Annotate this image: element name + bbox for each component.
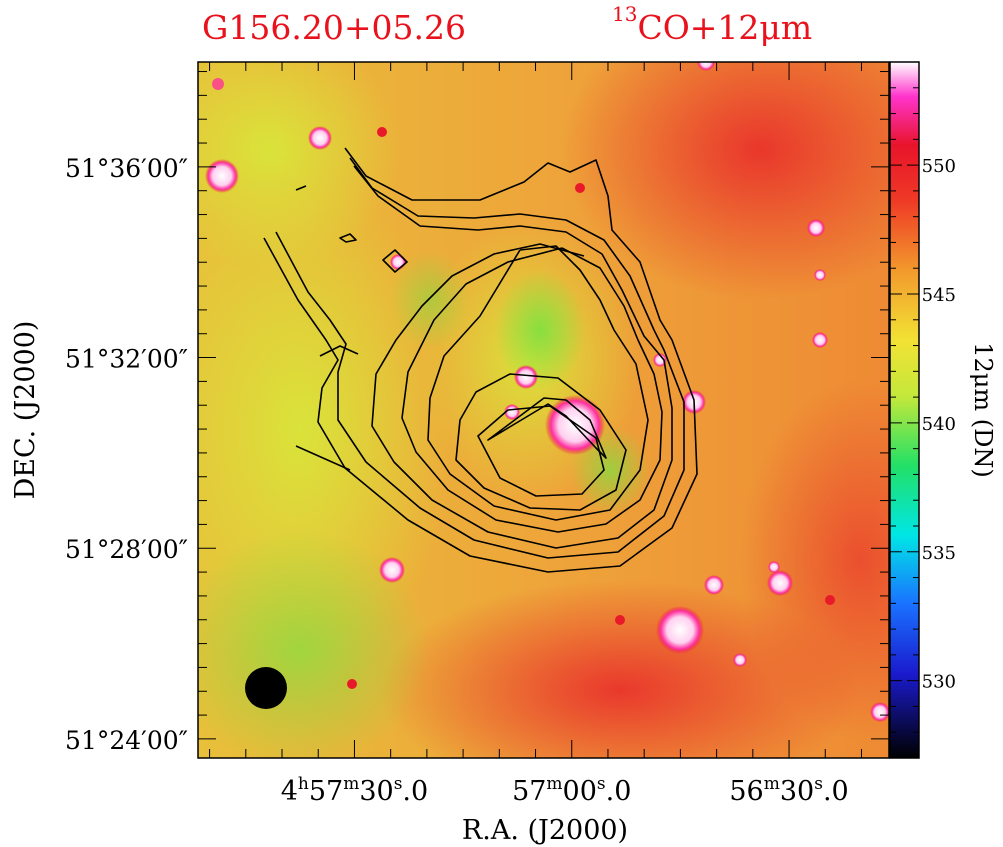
y-tick-label: 51°36′00″	[65, 154, 188, 183]
plot-ticks	[198, 62, 889, 758]
y-tick-label: 51°32′00″	[65, 345, 188, 374]
contour-stub-2	[319, 345, 359, 357]
contour-stub-1	[295, 185, 307, 191]
colorbar-label: 12μm (DN)	[969, 342, 997, 478]
x-tick-label: 4h57m30s.0	[281, 774, 428, 807]
x-tick-value: .0	[823, 776, 849, 807]
colorbar-frame	[889, 61, 920, 759]
x-axis-label: R.A. (J2000)	[462, 815, 628, 846]
contour-blob-2	[382, 249, 408, 273]
intensity-map	[198, 62, 889, 758]
title-right-main: CO+12μm	[637, 8, 813, 47]
contour-level-4	[401, 247, 663, 533]
contour-peak-1	[295, 445, 351, 471]
colorbar-tick-label: 550	[922, 156, 956, 177]
colorbar-tick-label: 540	[922, 414, 956, 435]
y-tick-label: 51°24′00″	[65, 726, 188, 755]
x-tick-labels: 4h57m30s.0 57m00s.0 56m30s.0	[281, 774, 849, 807]
contour-level-3	[353, 165, 673, 549]
x-tick-unit: s	[597, 774, 606, 794]
contour-blob-1	[339, 233, 357, 243]
x-tick-value: 30	[359, 776, 393, 807]
x-tick-value: 00	[563, 776, 597, 807]
x-tick-unit: h	[298, 774, 309, 794]
x-tick-unit: m	[764, 774, 780, 794]
colorbar-ticks	[890, 61, 919, 759]
contour-level-7	[477, 405, 605, 497]
x-tick-value: 57	[309, 776, 343, 807]
plot-frame	[197, 61, 890, 759]
contour-level-5	[427, 245, 649, 521]
x-tick-value: 30	[780, 776, 814, 807]
colorbar-tick-labels: 530 535 540 545 550	[922, 156, 956, 693]
x-tick-unit: m	[343, 774, 359, 794]
y-tick-labels: 51°24′00″ 51°28′00″ 51°32′00″ 51°36′00″	[65, 154, 188, 755]
x-tick-unit: s	[394, 774, 403, 794]
x-tick-unit: m	[546, 774, 562, 794]
title-isotope-superscript: 13	[612, 2, 638, 26]
colorbar-tick-label: 530	[922, 672, 956, 693]
title-right: 13CO+12μm	[612, 2, 813, 47]
contour-level-2	[275, 157, 685, 559]
contour-level-1	[263, 147, 698, 573]
colorbar-tick-label: 535	[922, 543, 956, 564]
contour-level-6	[455, 373, 627, 511]
x-tick-unit: s	[814, 774, 823, 794]
x-tick-value: .0	[402, 776, 428, 807]
colorbar-tick-label: 545	[922, 285, 956, 306]
x-tick-value: .0	[606, 776, 632, 807]
beam-circle	[245, 667, 287, 709]
co-contours	[263, 147, 698, 573]
colorbar	[890, 62, 919, 758]
title-left: G156.20+05.26	[202, 8, 466, 47]
x-tick-label: 56m30s.0	[729, 774, 848, 807]
contour-level-8	[487, 397, 607, 459]
x-tick-value: 4	[281, 776, 298, 807]
x-tick-value: 57	[512, 776, 546, 807]
y-tick-label: 51°28′00″	[65, 535, 188, 564]
y-axis-label: DEC. (J2000)	[10, 321, 41, 500]
x-tick-value: 56	[729, 776, 763, 807]
x-tick-label: 57m00s.0	[512, 774, 631, 807]
